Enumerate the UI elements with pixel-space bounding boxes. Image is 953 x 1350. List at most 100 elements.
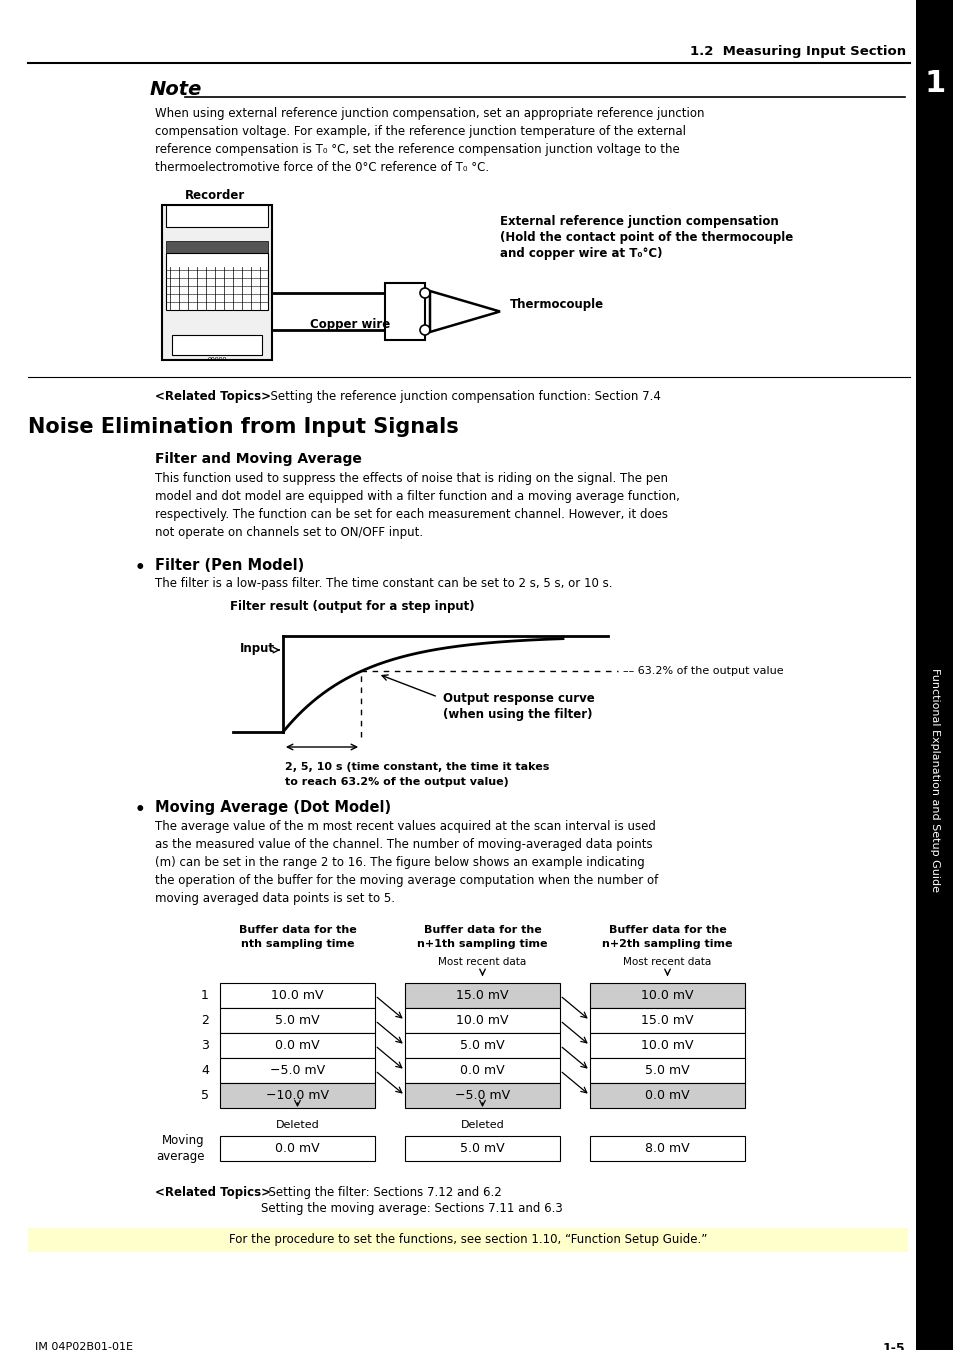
Text: Copper wire: Copper wire	[310, 319, 390, 331]
Text: 4: 4	[201, 1064, 209, 1077]
Bar	[220, 1135, 375, 1161]
Text: 3: 3	[201, 1040, 209, 1052]
Text: Buffer data for the: Buffer data for the	[238, 925, 356, 936]
Bar	[166, 205, 268, 227]
Text: Output response curve: Output response curve	[442, 693, 594, 705]
Text: 5.0 mV: 5.0 mV	[274, 1014, 319, 1027]
Text: 5.0 mV: 5.0 mV	[459, 1040, 504, 1052]
Text: (Hold the contact point of the thermocouple: (Hold the contact point of the thermocou…	[499, 231, 792, 244]
Text: <Related Topics>: <Related Topics>	[154, 1187, 271, 1199]
Text: 2, 5, 10 s (time constant, the time it takes: 2, 5, 10 s (time constant, the time it t…	[285, 761, 549, 772]
Bar	[589, 1033, 744, 1058]
Text: Moving
average: Moving average	[156, 1134, 205, 1162]
Text: Filter (Pen Model): Filter (Pen Model)	[154, 558, 304, 572]
Text: 15.0 mV: 15.0 mV	[456, 990, 508, 1002]
Text: Filter and Moving Average: Filter and Moving Average	[154, 452, 361, 466]
Text: 0.0 mV: 0.0 mV	[274, 1040, 319, 1052]
Text: Recorder: Recorder	[185, 189, 245, 202]
Circle shape	[419, 325, 430, 335]
Text: 5.0 mV: 5.0 mV	[644, 1064, 689, 1077]
Text: 1-5: 1-5	[882, 1342, 904, 1350]
Text: respectively. The function can be set for each measurement channel. However, it : respectively. The function can be set fo…	[154, 508, 667, 521]
Text: –– 63.2% of the output value: –– 63.2% of the output value	[622, 667, 782, 676]
Text: 15.0 mV: 15.0 mV	[640, 1014, 693, 1027]
Bar	[589, 1135, 744, 1161]
Text: External reference junction compensation: External reference junction compensation	[499, 215, 778, 228]
Text: to reach 63.2% of the output value): to reach 63.2% of the output value)	[285, 778, 508, 787]
Text: Input: Input	[240, 643, 274, 655]
Text: Functional Explanation and Setup Guide: Functional Explanation and Setup Guide	[929, 668, 939, 892]
Bar	[405, 1058, 559, 1083]
Text: Moving Average (Dot Model): Moving Average (Dot Model)	[154, 801, 391, 815]
Bar	[915, 58, 953, 109]
Text: <Related Topics>: <Related Topics>	[154, 390, 271, 404]
Circle shape	[419, 288, 430, 298]
Bar	[28, 1228, 907, 1251]
Text: n+2th sampling time: n+2th sampling time	[601, 940, 732, 949]
Text: When using external reference junction compensation, set an appropriate referenc: When using external reference junction c…	[154, 107, 703, 120]
Text: 00000: 00000	[207, 356, 227, 362]
Text: •: •	[134, 801, 145, 819]
Text: The filter is a low-pass filter. The time constant can be set to 2 s, 5 s, or 10: The filter is a low-pass filter. The tim…	[154, 576, 612, 590]
Bar	[220, 1083, 375, 1108]
Bar	[405, 983, 559, 1008]
Text: Setting the moving average: Sections 7.11 and 6.3: Setting the moving average: Sections 7.1…	[261, 1202, 562, 1215]
Bar	[220, 983, 375, 1008]
Text: (when using the filter): (when using the filter)	[442, 707, 592, 721]
Text: moving averaged data points is set to 5.: moving averaged data points is set to 5.	[154, 892, 395, 904]
Text: −5.0 mV: −5.0 mV	[270, 1064, 325, 1077]
Text: Filter result (output for a step input): Filter result (output for a step input)	[230, 599, 475, 613]
Text: model and dot model are equipped with a filter function and a moving average fun: model and dot model are equipped with a …	[154, 490, 679, 504]
Text: thermoelectromotive force of the 0°C reference of T₀ °C.: thermoelectromotive force of the 0°C ref…	[154, 161, 489, 174]
Bar	[166, 242, 268, 252]
Text: 1: 1	[923, 69, 944, 99]
Text: Buffer data for the: Buffer data for the	[423, 925, 540, 936]
Bar	[166, 252, 268, 310]
Bar	[915, 0, 953, 1350]
Text: 0.0 mV: 0.0 mV	[644, 1089, 689, 1102]
Bar	[405, 1135, 559, 1161]
Text: −5.0 mV: −5.0 mV	[455, 1089, 510, 1102]
Bar	[162, 205, 272, 360]
Text: the operation of the buffer for the moving average computation when the number o: the operation of the buffer for the movi…	[154, 873, 658, 887]
Text: 5.0 mV: 5.0 mV	[459, 1142, 504, 1156]
Bar	[220, 1033, 375, 1058]
Text: Thermocouple: Thermocouple	[510, 298, 603, 311]
Text: 10.0 mV: 10.0 mV	[640, 1040, 693, 1052]
Text: −10.0 mV: −10.0 mV	[266, 1089, 329, 1102]
Text: n+1th sampling time: n+1th sampling time	[416, 940, 547, 949]
Text: nth sampling time: nth sampling time	[240, 940, 354, 949]
Text: reference compensation is T₀ °C, set the reference compensation junction voltage: reference compensation is T₀ °C, set the…	[154, 143, 679, 157]
Text: 10.0 mV: 10.0 mV	[271, 990, 323, 1002]
Text: Most recent data: Most recent data	[438, 957, 526, 967]
Text: For the procedure to set the functions, see section 1.10, “Function Setup Guide.: For the procedure to set the functions, …	[229, 1234, 706, 1246]
Text: not operate on channels set to ON/OFF input.: not operate on channels set to ON/OFF in…	[154, 526, 423, 539]
Bar	[405, 1033, 559, 1058]
Text: 10.0 mV: 10.0 mV	[640, 990, 693, 1002]
Text: Buffer data for the: Buffer data for the	[608, 925, 725, 936]
Text: 2: 2	[201, 1014, 209, 1027]
Bar	[172, 335, 262, 355]
Text: Setting the filter: Sections 7.12 and 6.2: Setting the filter: Sections 7.12 and 6.…	[261, 1187, 501, 1199]
Text: as the measured value of the channel. The number of moving-averaged data points: as the measured value of the channel. Th…	[154, 838, 652, 850]
Text: Most recent data: Most recent data	[622, 957, 711, 967]
Text: Noise Elimination from Input Signals: Noise Elimination from Input Signals	[28, 417, 458, 437]
Text: Setting the reference junction compensation function: Section 7.4: Setting the reference junction compensat…	[263, 390, 660, 404]
Bar	[589, 983, 744, 1008]
Text: 1: 1	[201, 990, 209, 1002]
Text: The average value of the m most recent values acquired at the scan interval is u: The average value of the m most recent v…	[154, 819, 656, 833]
Text: IM 04P02B01-01E: IM 04P02B01-01E	[35, 1342, 132, 1350]
Bar	[589, 1083, 744, 1108]
Text: Deleted: Deleted	[275, 1120, 319, 1130]
Text: 0.0 mV: 0.0 mV	[459, 1064, 504, 1077]
Text: 8.0 mV: 8.0 mV	[644, 1142, 689, 1156]
Text: and copper wire at T₀°C): and copper wire at T₀°C)	[499, 247, 661, 261]
Text: compensation voltage. For example, if the reference junction temperature of the : compensation voltage. For example, if th…	[154, 126, 685, 138]
Bar	[589, 1008, 744, 1033]
Text: 1.2  Measuring Input Section: 1.2 Measuring Input Section	[689, 45, 905, 58]
Text: •: •	[134, 559, 145, 576]
Bar	[385, 284, 424, 340]
Polygon shape	[430, 292, 499, 332]
Bar	[589, 1058, 744, 1083]
Text: 10.0 mV: 10.0 mV	[456, 1014, 508, 1027]
